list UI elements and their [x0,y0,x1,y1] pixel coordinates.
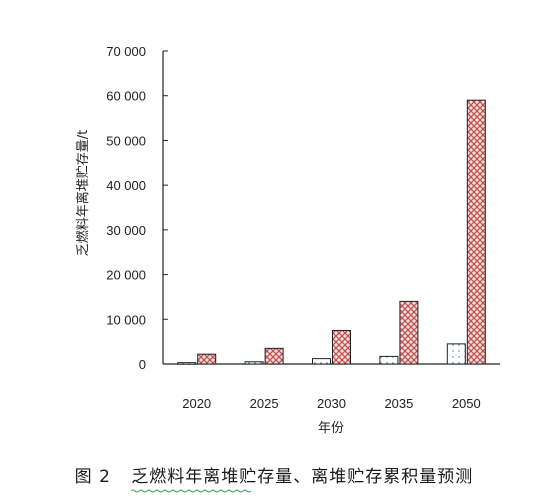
figure-number: 图 2 [74,467,111,487]
figure-title-text: 乏燃料年离堆贮存量、离堆贮存累积量预测 [131,467,474,487]
x-axis: 2020 2025 2030 2035 2050 [163,363,500,411]
bars [177,99,486,365]
bar-cumulative-2035 [399,300,419,365]
y-tick-label: 30 000 [106,223,146,238]
y-axis-title: 乏燃料年离堆贮存量/t [75,130,91,256]
y-tick-label: 20 000 [106,268,146,283]
spellcheck-underline-mark [131,489,252,493]
figure-caption: 图 2 乏燃料年离堆贮存量、离堆贮存累积量预测 [0,462,548,493]
bar-cumulative-2050 [466,99,486,365]
bar-annual-2035 [379,355,399,365]
figure-title: 乏燃料年离堆贮存量、离堆贮存累积量预测 [131,467,474,493]
x-tick-label: 2050 [452,396,481,411]
bar-annual-2020 [177,362,197,365]
bar-cumulative-2020 [197,353,217,365]
y-tick-label: 70 000 [106,44,146,59]
x-tick-label: 2030 [317,396,346,411]
y-tick-label: 10 000 [106,312,146,327]
bar-cumulative-2030 [332,329,351,365]
y-tick-label: 0 [139,357,146,372]
bar-annual-2030 [312,358,331,365]
y-axis: 0 10 000 20 000 30 000 40 000 50 000 60 000 70 … [106,44,168,372]
y-tick-label: 60 000 [106,89,146,104]
bar-annual-2025 [244,361,264,365]
x-tick-label: 2035 [384,396,413,411]
bar-annual-2050 [446,343,466,365]
x-tick-label: 2025 [250,396,279,411]
y-tick-label: 50 000 [106,133,146,148]
x-tick-label: 2020 [182,396,211,411]
y-tick-label: 40 000 [106,178,146,193]
bar-cumulative-2025 [264,347,284,365]
x-axis-title: 年份 [318,421,344,436]
